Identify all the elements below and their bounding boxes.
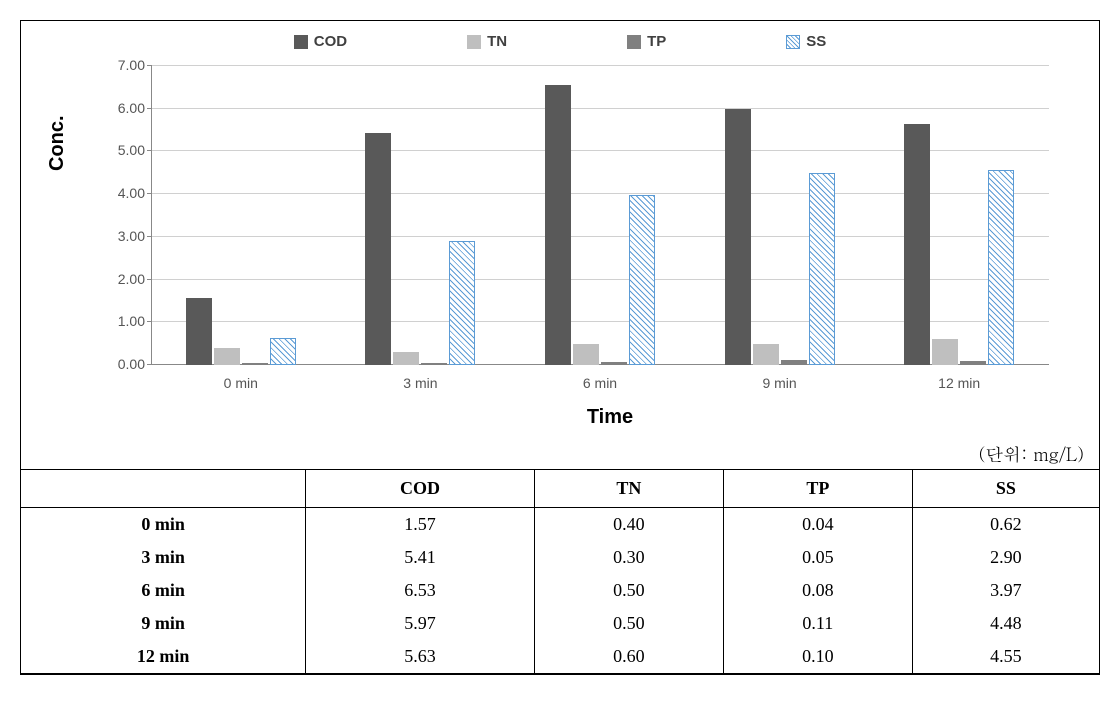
y-tick-label: 6.00: [97, 100, 145, 116]
legend-swatch-tn: [467, 35, 481, 49]
y-axis-label: Conc.: [46, 115, 69, 171]
table-row: 12 min5.630.600.104.55: [21, 640, 1099, 674]
x-tick-label: 0 min: [151, 365, 331, 405]
data-table: CODTNTPSS 0 min1.570.400.040.623 min5.41…: [21, 469, 1099, 674]
table-row-header: 3 min: [21, 541, 306, 574]
table-header-cell: COD: [306, 470, 535, 508]
y-tick-label: 4.00: [97, 185, 145, 201]
table-cell: 4.48: [912, 607, 1099, 640]
legend-swatch-ss: [786, 35, 800, 49]
table-body: 0 min1.570.400.040.623 min5.410.300.052.…: [21, 508, 1099, 674]
figure-container: COD TN TP SS Conc. 0.001.002.003.004.005…: [20, 20, 1100, 675]
bar-group: [151, 65, 331, 365]
y-tick-label: 2.00: [97, 271, 145, 287]
legend-swatch-cod: [294, 35, 308, 49]
table-cell: 5.97: [306, 607, 535, 640]
unit-label: (단위: mg/L): [21, 442, 1099, 469]
table-cell: 4.55: [912, 640, 1099, 674]
bar-group: [510, 65, 690, 365]
table-cell: 2.90: [912, 541, 1099, 574]
legend-item-tn: TN: [467, 33, 507, 50]
table-cell: 0.30: [534, 541, 723, 574]
plot-area: 0.001.002.003.004.005.006.007.00 0 min3 …: [151, 65, 1049, 405]
x-axis-labels: 0 min3 min6 min9 min12 min: [151, 365, 1049, 405]
x-tick-label: 3 min: [331, 365, 511, 405]
x-axis-label: Time: [151, 406, 1069, 437]
table-row-header: 9 min: [21, 607, 306, 640]
bar-tn: [393, 352, 419, 365]
bar-cod: [545, 85, 571, 365]
bar-ss: [449, 241, 475, 365]
x-tick-label: 6 min: [510, 365, 690, 405]
legend-label: TN: [487, 33, 507, 50]
table-cell: 0.50: [534, 574, 723, 607]
y-tick-label: 0.00: [97, 356, 145, 372]
y-tick-label: 1.00: [97, 313, 145, 329]
table-cell: 0.05: [723, 541, 912, 574]
table-cell: 6.53: [306, 574, 535, 607]
table-row-header: 6 min: [21, 574, 306, 607]
table-header-row: CODTNTPSS: [21, 470, 1099, 508]
table-row: 6 min6.530.500.083.97: [21, 574, 1099, 607]
table-row: 0 min1.570.400.040.62: [21, 508, 1099, 542]
y-tick-label: 5.00: [97, 142, 145, 158]
legend-label: TP: [647, 33, 666, 50]
table-row: 9 min5.970.500.114.48: [21, 607, 1099, 640]
table-header-cell: SS: [912, 470, 1099, 508]
table-row-header: 12 min: [21, 640, 306, 674]
x-tick-label: 12 min: [869, 365, 1049, 405]
legend-item-ss: SS: [786, 33, 826, 50]
bar-cod: [186, 298, 212, 365]
table-header-cell: [21, 470, 306, 508]
table-header-cell: TP: [723, 470, 912, 508]
table-cell: 5.63: [306, 640, 535, 674]
bar-ss: [988, 170, 1014, 365]
bar-ss: [629, 195, 655, 365]
table-cell: 1.57: [306, 508, 535, 542]
table-cell: 0.40: [534, 508, 723, 542]
bar-groups: [151, 65, 1049, 365]
bar-group: [331, 65, 511, 365]
legend-item-tp: TP: [627, 33, 666, 50]
table-cell: 0.50: [534, 607, 723, 640]
y-tick-label: 7.00: [97, 57, 145, 73]
bar-tn: [753, 344, 779, 365]
bar-cod: [904, 124, 930, 365]
bar-group: [869, 65, 1049, 365]
bar-tn: [214, 348, 240, 365]
table-cell: 0.08: [723, 574, 912, 607]
bar-ss: [270, 338, 296, 365]
table-header-cell: TN: [534, 470, 723, 508]
y-tick-label: 3.00: [97, 228, 145, 244]
bar-group: [690, 65, 870, 365]
legend-item-cod: COD: [294, 33, 347, 50]
bar-ss: [809, 173, 835, 365]
table-row-header: 0 min: [21, 508, 306, 542]
table-cell: 0.60: [534, 640, 723, 674]
bar-tn: [932, 339, 958, 365]
legend-label: COD: [314, 33, 347, 50]
table-cell: 0.04: [723, 508, 912, 542]
table-cell: 0.62: [912, 508, 1099, 542]
table-cell: 0.11: [723, 607, 912, 640]
x-tick-label: 9 min: [690, 365, 870, 405]
table-cell: 0.10: [723, 640, 912, 674]
bar-cod: [365, 133, 391, 365]
table-cell: 3.97: [912, 574, 1099, 607]
bar-tn: [573, 344, 599, 365]
bar-cod: [725, 109, 751, 365]
legend: COD TN TP SS: [51, 31, 1069, 65]
legend-swatch-tp: [627, 35, 641, 49]
legend-label: SS: [806, 33, 826, 50]
table-cell: 5.41: [306, 541, 535, 574]
table-row: 3 min5.410.300.052.90: [21, 541, 1099, 574]
chart-area: COD TN TP SS Conc. 0.001.002.003.004.005…: [21, 21, 1099, 442]
